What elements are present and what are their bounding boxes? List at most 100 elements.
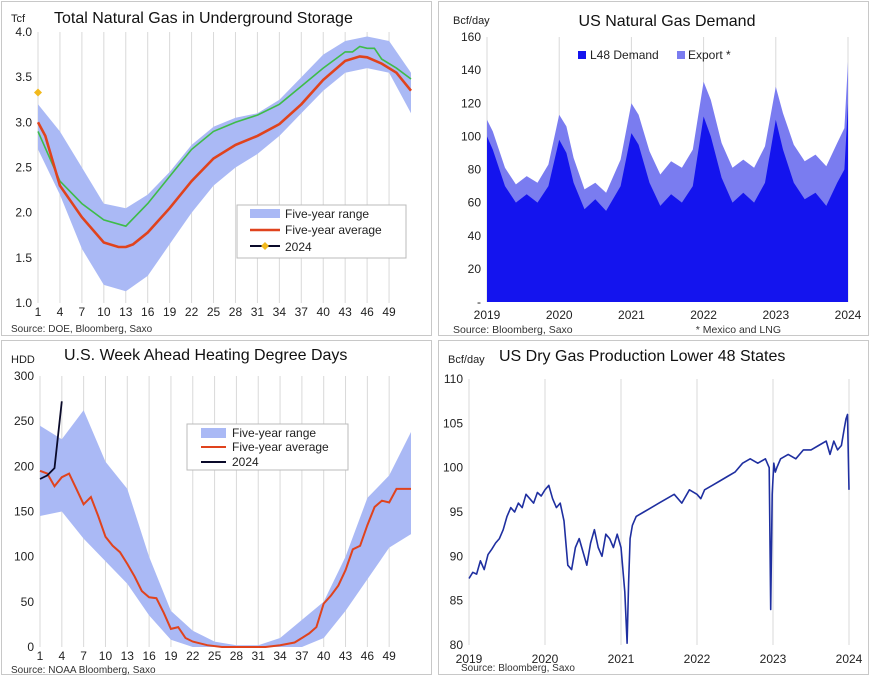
x-tick-label: 37 xyxy=(295,649,309,663)
y-tick-label: 100 xyxy=(461,129,481,143)
y-tick-label: 40 xyxy=(468,229,482,243)
chart-title: US Natural Gas Demand xyxy=(579,13,756,30)
x-tick-label: 4 xyxy=(58,649,65,663)
x-tick-label: 2022 xyxy=(690,308,717,322)
x-tick-label: 19 xyxy=(164,649,178,663)
x-tick-label: 19 xyxy=(163,305,177,319)
y-tick-label: 50 xyxy=(21,595,35,609)
x-tick-label: 1 xyxy=(37,649,44,663)
x-tick-label: 43 xyxy=(339,649,353,663)
legend-label: Five-year range xyxy=(285,207,369,221)
y-tick-label: 2.0 xyxy=(15,206,32,220)
y-tick-label: 150 xyxy=(14,505,34,519)
x-tick-label: 31 xyxy=(251,305,265,319)
y-tick-label: 200 xyxy=(14,459,34,473)
x-tick-label: 40 xyxy=(317,305,331,319)
x-tick-label: 16 xyxy=(142,649,156,663)
unit-label: Bcf/day xyxy=(448,354,485,366)
l48-demand-area xyxy=(487,103,848,302)
x-tick-label: 49 xyxy=(382,649,396,663)
x-tick-label: 2020 xyxy=(532,652,559,666)
y-tick-label: 160 xyxy=(461,30,481,44)
x-tick-label: 2019 xyxy=(456,652,483,666)
y-tick-label: - xyxy=(477,295,481,309)
legend-swatch-range xyxy=(201,428,226,438)
unit-label: Tcf xyxy=(11,13,26,25)
footnote: * Mexico and LNG xyxy=(696,324,781,336)
y-tick-label: 80 xyxy=(450,638,464,652)
y-tick-label: 100 xyxy=(443,461,463,475)
x-tick-label: 2021 xyxy=(608,652,635,666)
x-tick-label: 28 xyxy=(230,649,244,663)
y-tick-label: 90 xyxy=(450,549,464,563)
unit-label: Bcf/day xyxy=(453,15,490,27)
y-tick-label: 1.5 xyxy=(15,251,32,265)
y-tick-label: 60 xyxy=(468,196,482,210)
y-tick-label: 250 xyxy=(14,414,34,428)
x-tick-label: 49 xyxy=(382,305,396,319)
y-tick-label: 120 xyxy=(461,96,481,110)
production-line xyxy=(468,413,850,645)
x-tick-label: 34 xyxy=(273,305,287,319)
hdd-panel: U.S. Week Ahead Heating Degree Days HDD 1 4… xyxy=(1,340,432,676)
x-tick-label: 37 xyxy=(295,305,309,319)
x-tick-label: 46 xyxy=(361,649,375,663)
x-tick-label: 43 xyxy=(338,305,352,319)
y-tick-label: 110 xyxy=(444,372,463,386)
five-year-average-line xyxy=(39,469,411,648)
y-tick-label: 105 xyxy=(443,416,463,430)
x-tick-label: 16 xyxy=(141,305,155,319)
source-note: Source: DOE, Bloomberg, Saxo xyxy=(11,324,153,335)
legend-swatch-range xyxy=(250,209,280,218)
x-tick-label: 13 xyxy=(121,649,135,663)
y-tick-label: 0 xyxy=(27,640,34,654)
demand-panel: US Natural Gas Demand Bcf/day 2019 2020 2021… xyxy=(438,1,869,336)
source-note: Source: NOAA Bloomberg, Saxo xyxy=(11,665,156,676)
five-year-range-band xyxy=(38,36,411,292)
five-year-average-line xyxy=(36,55,413,249)
x-tick-label: 2022 xyxy=(684,652,711,666)
legend: L48 Demand Export * xyxy=(578,48,731,62)
x-tick-label: 13 xyxy=(119,305,133,319)
source-note: Source: Bloomberg, Saxo xyxy=(461,663,575,674)
storage-chart: Total Natural Gas in Underground Storage… xyxy=(11,10,413,335)
y-tick-label: 300 xyxy=(14,369,34,383)
x-tick-label: 7 xyxy=(80,649,87,663)
current-year-line xyxy=(39,401,63,480)
legend-swatch-export xyxy=(677,51,685,59)
demand-chart: US Natural Gas Demand Bcf/day 2019 2020 2021… xyxy=(453,13,862,336)
five-year-green-line xyxy=(37,45,412,228)
x-tick-label: 2021 xyxy=(618,308,645,322)
legend-swatch-l48 xyxy=(578,51,586,59)
x-tick-label: 28 xyxy=(229,305,243,319)
y-tick-label: 85 xyxy=(450,594,464,608)
five-year-range-band xyxy=(40,410,411,647)
x-tick-label: 2023 xyxy=(760,652,787,666)
x-tick-label: 4 xyxy=(57,305,64,319)
y-tick-label: 1.0 xyxy=(15,296,32,310)
y-tick-label: 140 xyxy=(461,63,481,77)
x-tick-label: 40 xyxy=(317,649,331,663)
x-tick-label: 1 xyxy=(35,305,42,319)
x-tick-label: 31 xyxy=(252,649,266,663)
x-tick-label: 25 xyxy=(207,305,221,319)
current-year-marker xyxy=(34,88,42,97)
y-tick-label: 20 xyxy=(468,262,482,276)
legend-label: 2024 xyxy=(232,455,259,469)
x-tick-label: 10 xyxy=(99,649,113,663)
chart-title: U.S. Week Ahead Heating Degree Days xyxy=(64,347,347,364)
x-tick-label: 10 xyxy=(97,305,111,319)
y-tick-label: 80 xyxy=(468,163,482,177)
x-tick-label: 34 xyxy=(273,649,287,663)
x-tick-label: 25 xyxy=(208,649,222,663)
y-tick-label: 2.5 xyxy=(15,161,32,175)
legend-label: Export * xyxy=(688,48,731,62)
y-tick-label: 3.5 xyxy=(15,70,32,84)
chart-title: Total Natural Gas in Underground Storage xyxy=(54,10,353,27)
x-tick-label: 2020 xyxy=(546,308,573,322)
x-tick-label: 2024 xyxy=(835,308,862,322)
unit-label: HDD xyxy=(11,354,35,366)
